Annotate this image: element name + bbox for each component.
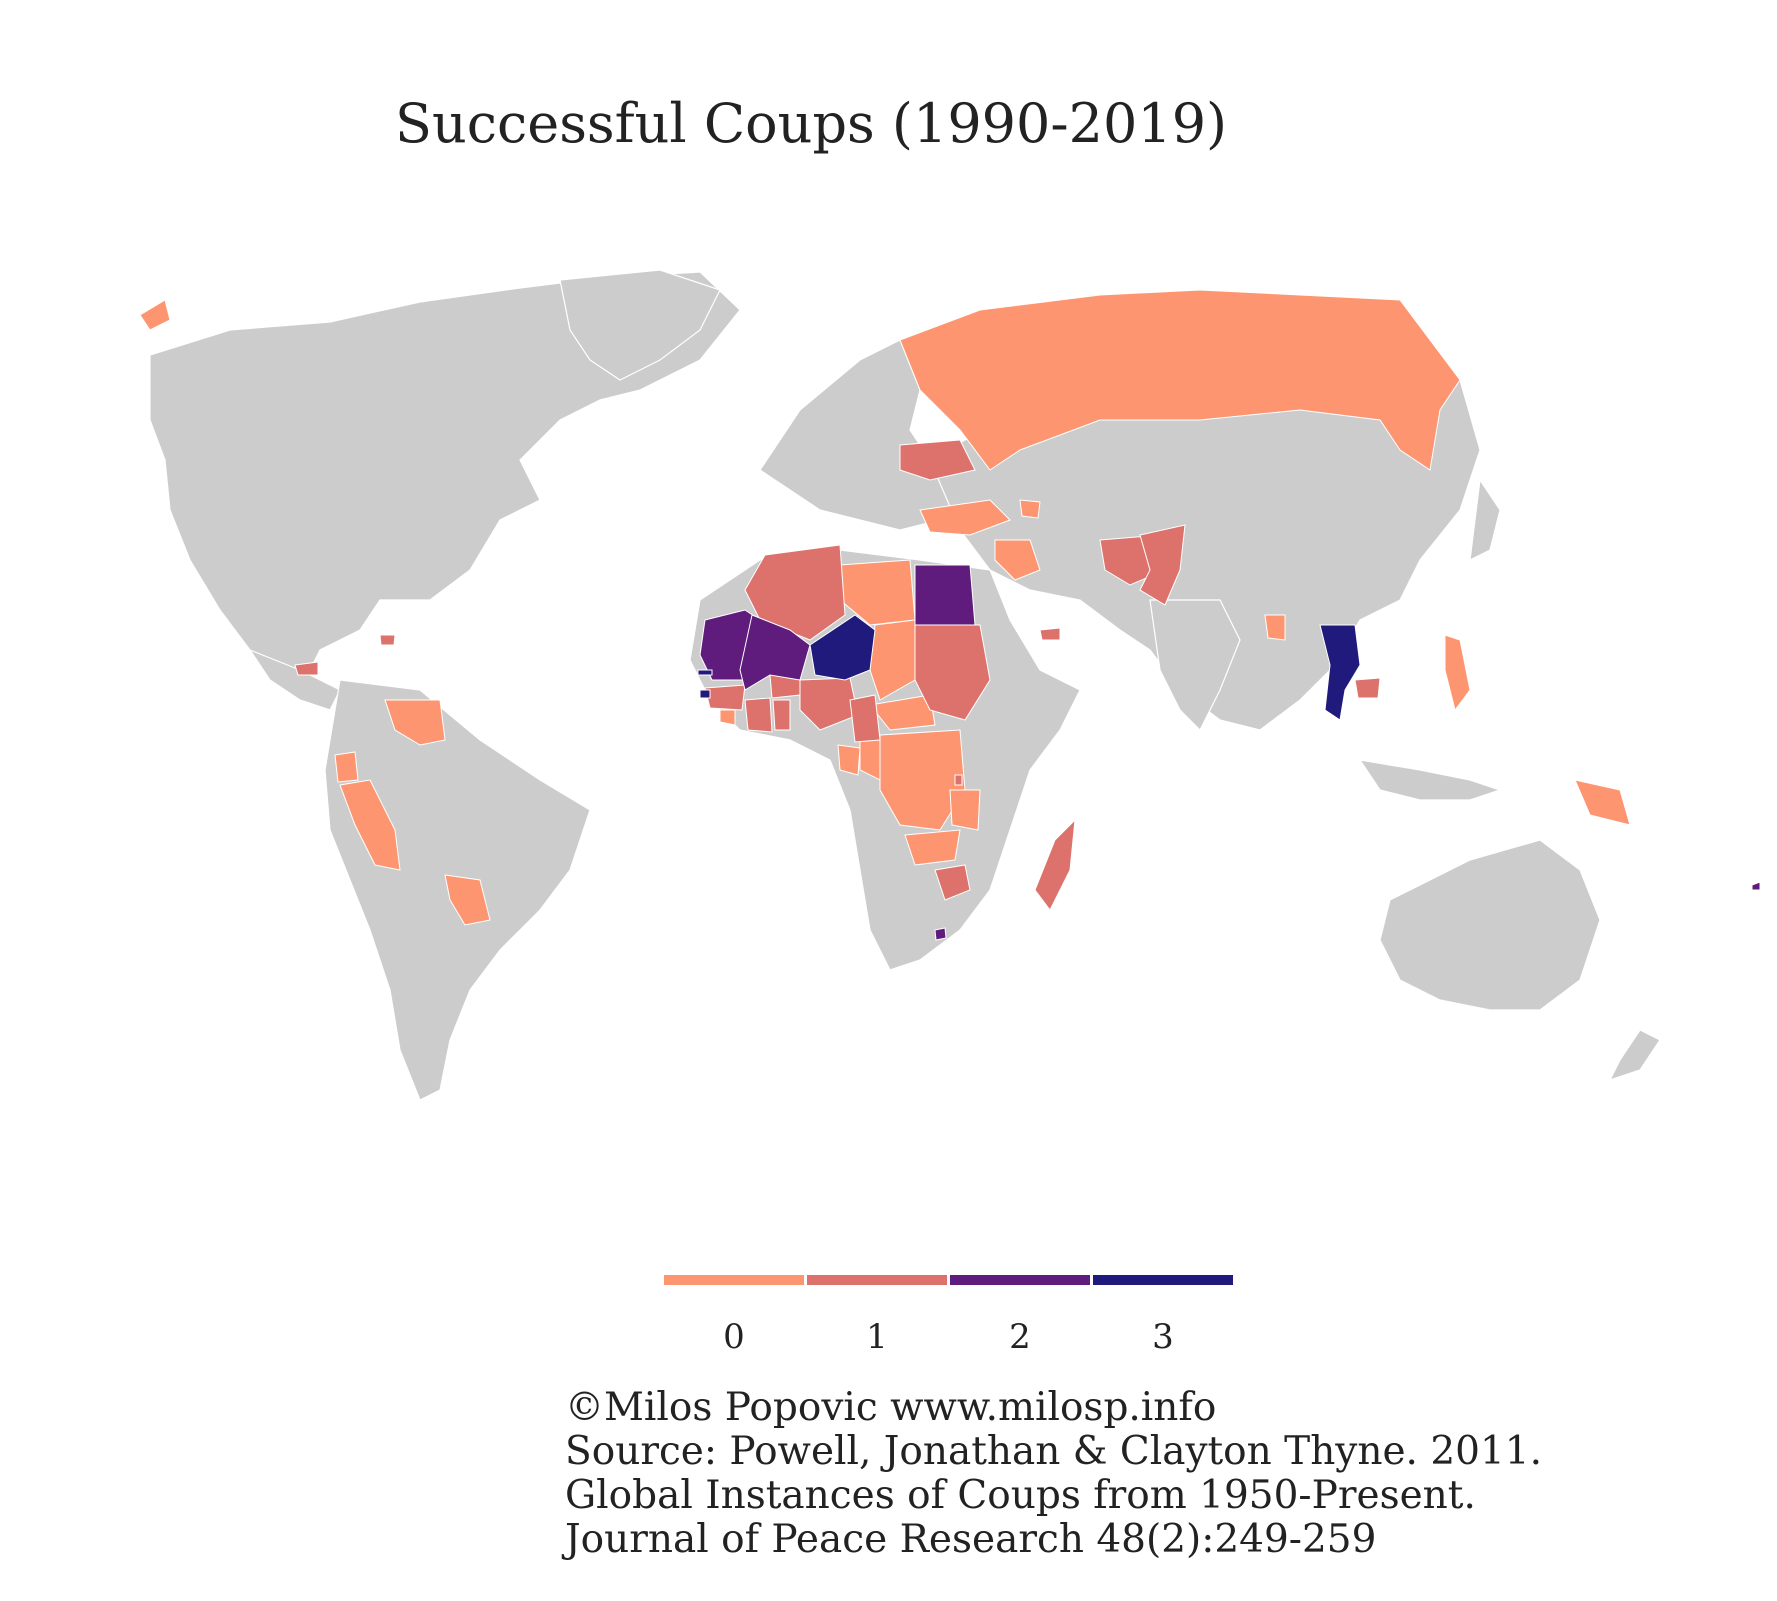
- country-honduras: [294, 661, 319, 676]
- country-madagascar: [1034, 818, 1076, 911]
- country-turkey: [919, 499, 1011, 536]
- indonesia: [1358, 759, 1502, 801]
- world-map: [139, 270, 1761, 1101]
- country-fiji: [1751, 881, 1761, 891]
- country-ecuador: [334, 751, 359, 783]
- caption-line-1: ©Milos Popovic www.milosp.info: [565, 1385, 1217, 1430]
- country-venezuela: [384, 699, 446, 746]
- country-burundi: [954, 774, 963, 786]
- country-egypt: [914, 564, 976, 626]
- india: [1149, 599, 1241, 732]
- country-algeria: [744, 544, 846, 641]
- legend-swatch-0: [664, 1275, 804, 1285]
- legend-swatch-2: [950, 1275, 1090, 1285]
- japan: [1469, 478, 1501, 562]
- country-russia: [899, 289, 1461, 471]
- country-png: [1574, 779, 1631, 826]
- new-zealand: [1608, 1029, 1661, 1082]
- caption-line-2: Source: Powell, Jonathan & Clayton Thyne…: [565, 1429, 1542, 1474]
- caption-line-3: Global Instances of Coups from 1950-Pres…: [565, 1473, 1476, 1518]
- country-gambia: [697, 669, 713, 676]
- legend-label-0: 0: [723, 1317, 745, 1357]
- country-iraq: [994, 539, 1041, 581]
- country-pakistan: [1139, 524, 1186, 606]
- country-lesotho: [934, 927, 947, 941]
- country-cambodia: [1354, 677, 1381, 699]
- country-thailand: [1319, 624, 1361, 721]
- legend-swatch-3: [1093, 1275, 1233, 1285]
- country-car: [869, 694, 936, 731]
- legend-label-1: 1: [866, 1317, 888, 1357]
- greenland: [559, 270, 721, 381]
- map-title: Successful Coups (1990-2019): [395, 92, 1228, 155]
- legend-label-3: 3: [1152, 1317, 1174, 1357]
- country-haiti: [379, 634, 396, 646]
- country-azerbaijan: [1019, 499, 1041, 519]
- country-bangladesh: [1264, 614, 1286, 641]
- country-niger: [809, 614, 876, 681]
- country-alaska: [139, 299, 171, 331]
- legend-swatch-1: [807, 1275, 947, 1285]
- caption: ©Milos Popovic www.milosp.info Source: Po…: [565, 1386, 1542, 1562]
- country-drc: [879, 729, 966, 831]
- country-tanzania: [949, 789, 981, 831]
- country-ghana: [772, 699, 791, 731]
- country-philippines: [1444, 634, 1471, 712]
- country-peru: [339, 779, 401, 871]
- country-paraguay: [444, 874, 491, 926]
- legend-label-2: 2: [1009, 1317, 1031, 1357]
- country-guinea: [704, 684, 746, 711]
- country-zambia: [904, 829, 961, 866]
- country-cameroon: [849, 694, 881, 743]
- australia: [1379, 839, 1601, 1011]
- country-guinea-bissau: [699, 689, 711, 699]
- caption-line-4: Journal of Peace Research 48(2):249-259: [565, 1517, 1377, 1562]
- country-mali: [739, 614, 811, 691]
- country-yemen: [1039, 627, 1061, 641]
- country-ivory-coast: [744, 697, 773, 733]
- country-zimbabwe: [934, 864, 971, 901]
- country-ukraine: [899, 439, 976, 481]
- legend: 0 1 2 3: [664, 1275, 1234, 1365]
- country-sudan: [914, 624, 991, 721]
- country-sierra-leone: [719, 709, 736, 726]
- country-gabon: [837, 744, 861, 776]
- coup-countries: [139, 289, 1761, 941]
